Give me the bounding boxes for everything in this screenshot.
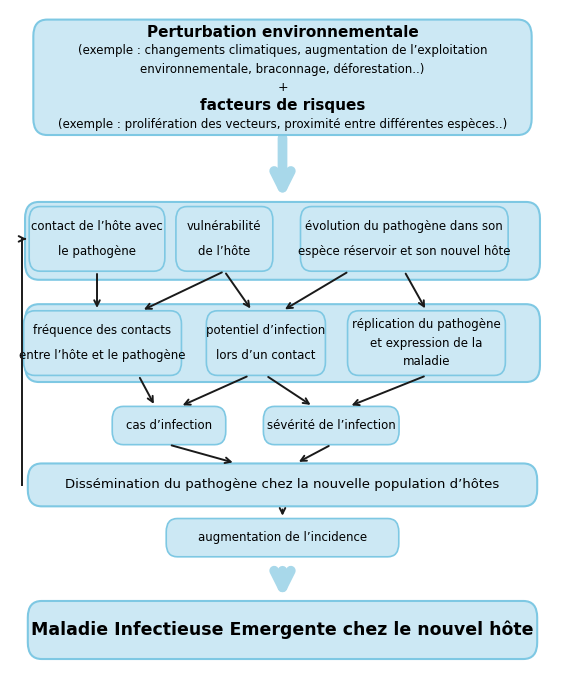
Text: vulnérabilité: vulnérabilité bbox=[187, 220, 262, 233]
FancyBboxPatch shape bbox=[263, 406, 399, 445]
FancyBboxPatch shape bbox=[301, 207, 508, 271]
Text: de l’hôte: de l’hôte bbox=[198, 245, 250, 258]
Text: potentiel d’infection: potentiel d’infection bbox=[206, 324, 325, 337]
Text: (exemple : prolifération des vecteurs, proximité entre différentes espèces..): (exemple : prolifération des vecteurs, p… bbox=[58, 118, 507, 131]
Text: environnementale, braconnage, déforestation..): environnementale, braconnage, déforestat… bbox=[140, 63, 425, 75]
Text: espèce réservoir et son nouvel hôte: espèce réservoir et son nouvel hôte bbox=[298, 245, 511, 258]
Text: et expression de la: et expression de la bbox=[370, 336, 483, 349]
FancyBboxPatch shape bbox=[166, 518, 399, 557]
FancyBboxPatch shape bbox=[28, 464, 537, 506]
FancyBboxPatch shape bbox=[24, 311, 181, 376]
FancyBboxPatch shape bbox=[28, 601, 537, 659]
FancyBboxPatch shape bbox=[29, 207, 165, 271]
Text: (exemple : changements climatiques, augmentation de l’exploitation: (exemple : changements climatiques, augm… bbox=[78, 44, 487, 57]
Text: cas d’infection: cas d’infection bbox=[126, 419, 212, 432]
Text: maladie: maladie bbox=[403, 355, 450, 368]
FancyBboxPatch shape bbox=[25, 304, 540, 382]
FancyBboxPatch shape bbox=[206, 311, 325, 376]
FancyBboxPatch shape bbox=[112, 406, 226, 445]
Text: Perturbation environnementale: Perturbation environnementale bbox=[147, 25, 418, 40]
Text: Dissémination du pathogène chez la nouvelle population d’hôtes: Dissémination du pathogène chez la nouve… bbox=[66, 479, 499, 491]
Text: +: + bbox=[277, 81, 288, 94]
Text: lors d’un contact: lors d’un contact bbox=[216, 349, 316, 362]
Text: évolution du pathogène dans son: évolution du pathogène dans son bbox=[306, 220, 503, 233]
Text: le pathogène: le pathogène bbox=[58, 245, 136, 258]
Text: sévérité de l’infection: sévérité de l’infection bbox=[267, 419, 396, 432]
Text: augmentation de l’incidence: augmentation de l’incidence bbox=[198, 531, 367, 544]
Text: contact de l’hôte avec: contact de l’hôte avec bbox=[31, 220, 163, 233]
Text: entre l’hôte et le pathogène: entre l’hôte et le pathogène bbox=[19, 349, 186, 362]
FancyBboxPatch shape bbox=[176, 207, 273, 271]
FancyBboxPatch shape bbox=[33, 20, 532, 135]
FancyBboxPatch shape bbox=[25, 202, 540, 280]
Text: réplication du pathogène: réplication du pathogène bbox=[352, 318, 501, 331]
Text: facteurs de risques: facteurs de risques bbox=[200, 98, 365, 113]
FancyBboxPatch shape bbox=[347, 311, 505, 376]
Text: fréquence des contacts: fréquence des contacts bbox=[33, 324, 172, 337]
Text: Maladie Infectieuse Emergente chez le nouvel hôte: Maladie Infectieuse Emergente chez le no… bbox=[31, 621, 534, 639]
